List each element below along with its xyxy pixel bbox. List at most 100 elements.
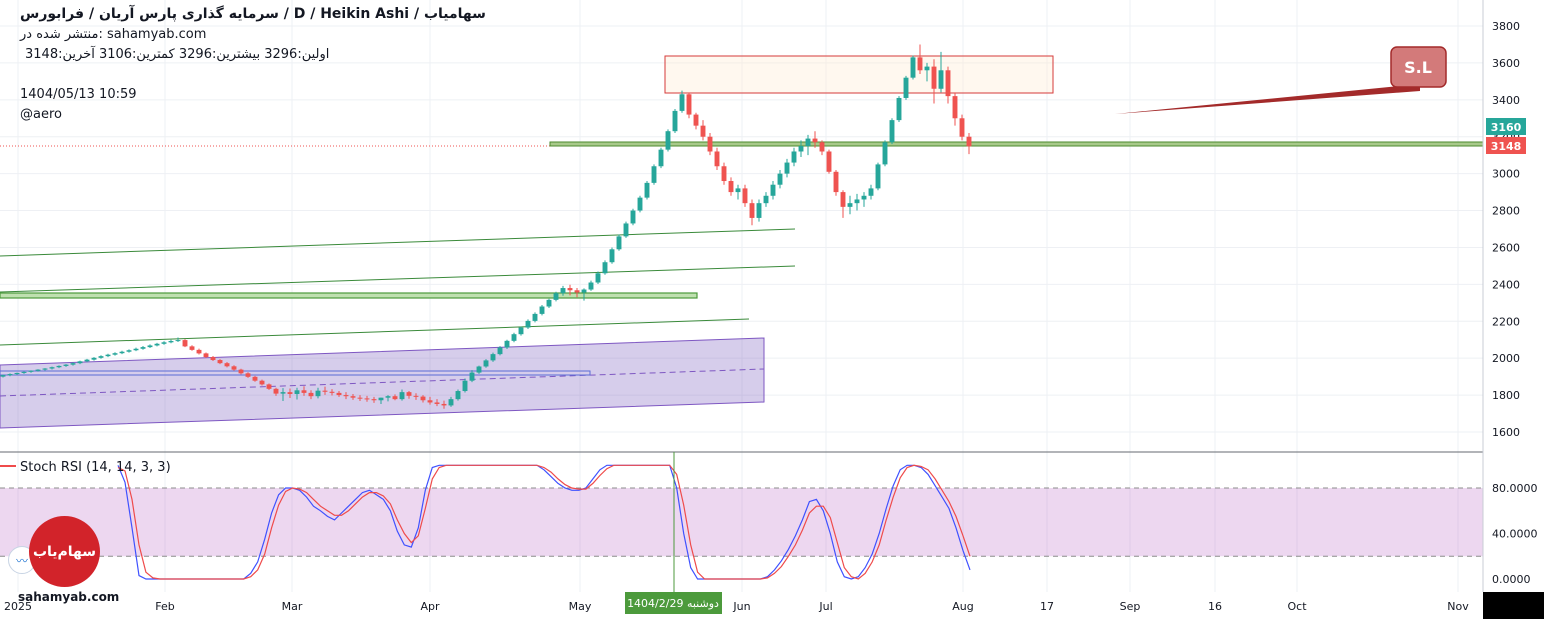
trendline-3 xyxy=(0,318,750,346)
candle-body xyxy=(525,320,531,328)
sahamyab-logo: سهام‌یاب xyxy=(29,516,100,587)
time-tick-label: 17 xyxy=(1040,600,1054,613)
price-tick-label: 3000 xyxy=(1492,168,1520,181)
candle-body xyxy=(644,182,650,198)
candle-body xyxy=(546,299,552,307)
sl-callout-box xyxy=(1390,46,1447,88)
candle-body xyxy=(217,360,223,364)
candle-body xyxy=(700,125,706,137)
candle-body xyxy=(497,347,503,355)
candle-body xyxy=(665,131,671,150)
horizontal-level xyxy=(549,141,1484,147)
candle-body xyxy=(784,162,790,174)
candle-body xyxy=(371,399,377,401)
candle-body xyxy=(329,391,335,393)
support-zone xyxy=(0,292,698,299)
corner-block xyxy=(1483,592,1544,619)
candle-body xyxy=(189,346,195,350)
candle-body xyxy=(798,145,804,152)
candle-body xyxy=(294,390,300,394)
candle-body xyxy=(637,197,643,211)
candles[interactable] xyxy=(0,44,972,409)
candle-body xyxy=(742,188,748,204)
candle-body xyxy=(413,395,419,397)
candle-body xyxy=(273,388,279,394)
badge-last-text: 3148 xyxy=(1491,140,1522,153)
candle-body xyxy=(7,374,13,376)
candle-body xyxy=(581,289,587,293)
candle-body xyxy=(903,77,909,98)
author-handle: @aero xyxy=(20,107,62,122)
logo-text: سهام‌یاب xyxy=(32,543,97,560)
candle-body xyxy=(126,350,132,352)
candle-body xyxy=(910,57,916,78)
symbol-title: سرمایه گذاری پارس آریان / فرابورس / D / … xyxy=(20,6,486,22)
candle-body xyxy=(231,366,237,370)
candle-body xyxy=(35,369,41,371)
candle-body xyxy=(875,164,881,189)
candle-body xyxy=(938,70,944,89)
candle-body xyxy=(917,57,923,71)
sl-callout-tail xyxy=(1115,84,1420,114)
candle-body xyxy=(679,94,685,111)
price-tick-label: 1600 xyxy=(1492,426,1520,439)
candle-body xyxy=(756,203,762,218)
candle-body xyxy=(259,380,265,385)
price-tick-label: 2800 xyxy=(1492,205,1520,218)
ohlc-readout: اولین:3296 بیشترین:3296 کمترین:3106 آخری… xyxy=(25,47,330,62)
candle-body xyxy=(287,392,293,394)
candle-body xyxy=(210,357,216,361)
candle-body xyxy=(245,373,251,377)
candle-body xyxy=(518,327,524,335)
candle-body xyxy=(406,392,412,396)
candle-body xyxy=(224,363,230,367)
candle-body xyxy=(728,181,734,193)
price-tick-label: 3400 xyxy=(1492,94,1520,107)
candle-body xyxy=(560,288,566,294)
candle-body xyxy=(567,288,573,291)
candle-body xyxy=(854,199,860,204)
candle-body xyxy=(623,223,629,237)
candle-body xyxy=(553,293,559,300)
candle-body xyxy=(658,149,664,167)
candle-body xyxy=(441,403,447,406)
candle-body xyxy=(959,118,965,137)
time-tick-label: 16 xyxy=(1208,600,1222,613)
candle-body xyxy=(693,114,699,126)
stoch-band xyxy=(0,488,1483,557)
candle-body xyxy=(420,396,426,401)
candle-body xyxy=(392,396,398,400)
candle-body xyxy=(504,340,510,348)
time-tick-label: Mar xyxy=(282,600,303,613)
candle-body xyxy=(196,349,202,354)
candle-body xyxy=(119,351,125,354)
resistance-box xyxy=(664,55,1054,94)
candle-body xyxy=(896,97,902,121)
candle-body xyxy=(763,195,769,204)
trendline-2 xyxy=(0,265,796,293)
time-tick-label: 2025 xyxy=(4,600,32,613)
annotation-zones xyxy=(0,55,1484,429)
candle-body xyxy=(511,334,517,341)
candle-body xyxy=(105,354,111,357)
candle-body xyxy=(574,290,580,293)
publish-datetime: 1404/05/13 10:59 xyxy=(20,87,137,102)
candle-body xyxy=(840,192,846,207)
candle-body xyxy=(539,306,545,314)
published-on: منتشر شده در: sahamyab.com xyxy=(20,27,207,42)
stoch-series-0 xyxy=(117,464,971,580)
candle-body xyxy=(308,392,314,397)
candle-body xyxy=(266,384,272,389)
stoch-series-1 xyxy=(117,464,971,580)
candle-body xyxy=(805,138,811,146)
stoch-title: Stoch RSI (14, 14, 3, 3) xyxy=(20,460,171,475)
time-tick-label: Nov xyxy=(1447,600,1469,613)
candle-body xyxy=(945,70,951,97)
candle-body xyxy=(357,397,363,399)
candle-body xyxy=(350,396,356,398)
candle-body xyxy=(721,166,727,182)
candle-body xyxy=(70,363,76,365)
candle-body xyxy=(364,398,370,400)
candle-body xyxy=(336,392,342,396)
candle-body xyxy=(322,390,328,392)
